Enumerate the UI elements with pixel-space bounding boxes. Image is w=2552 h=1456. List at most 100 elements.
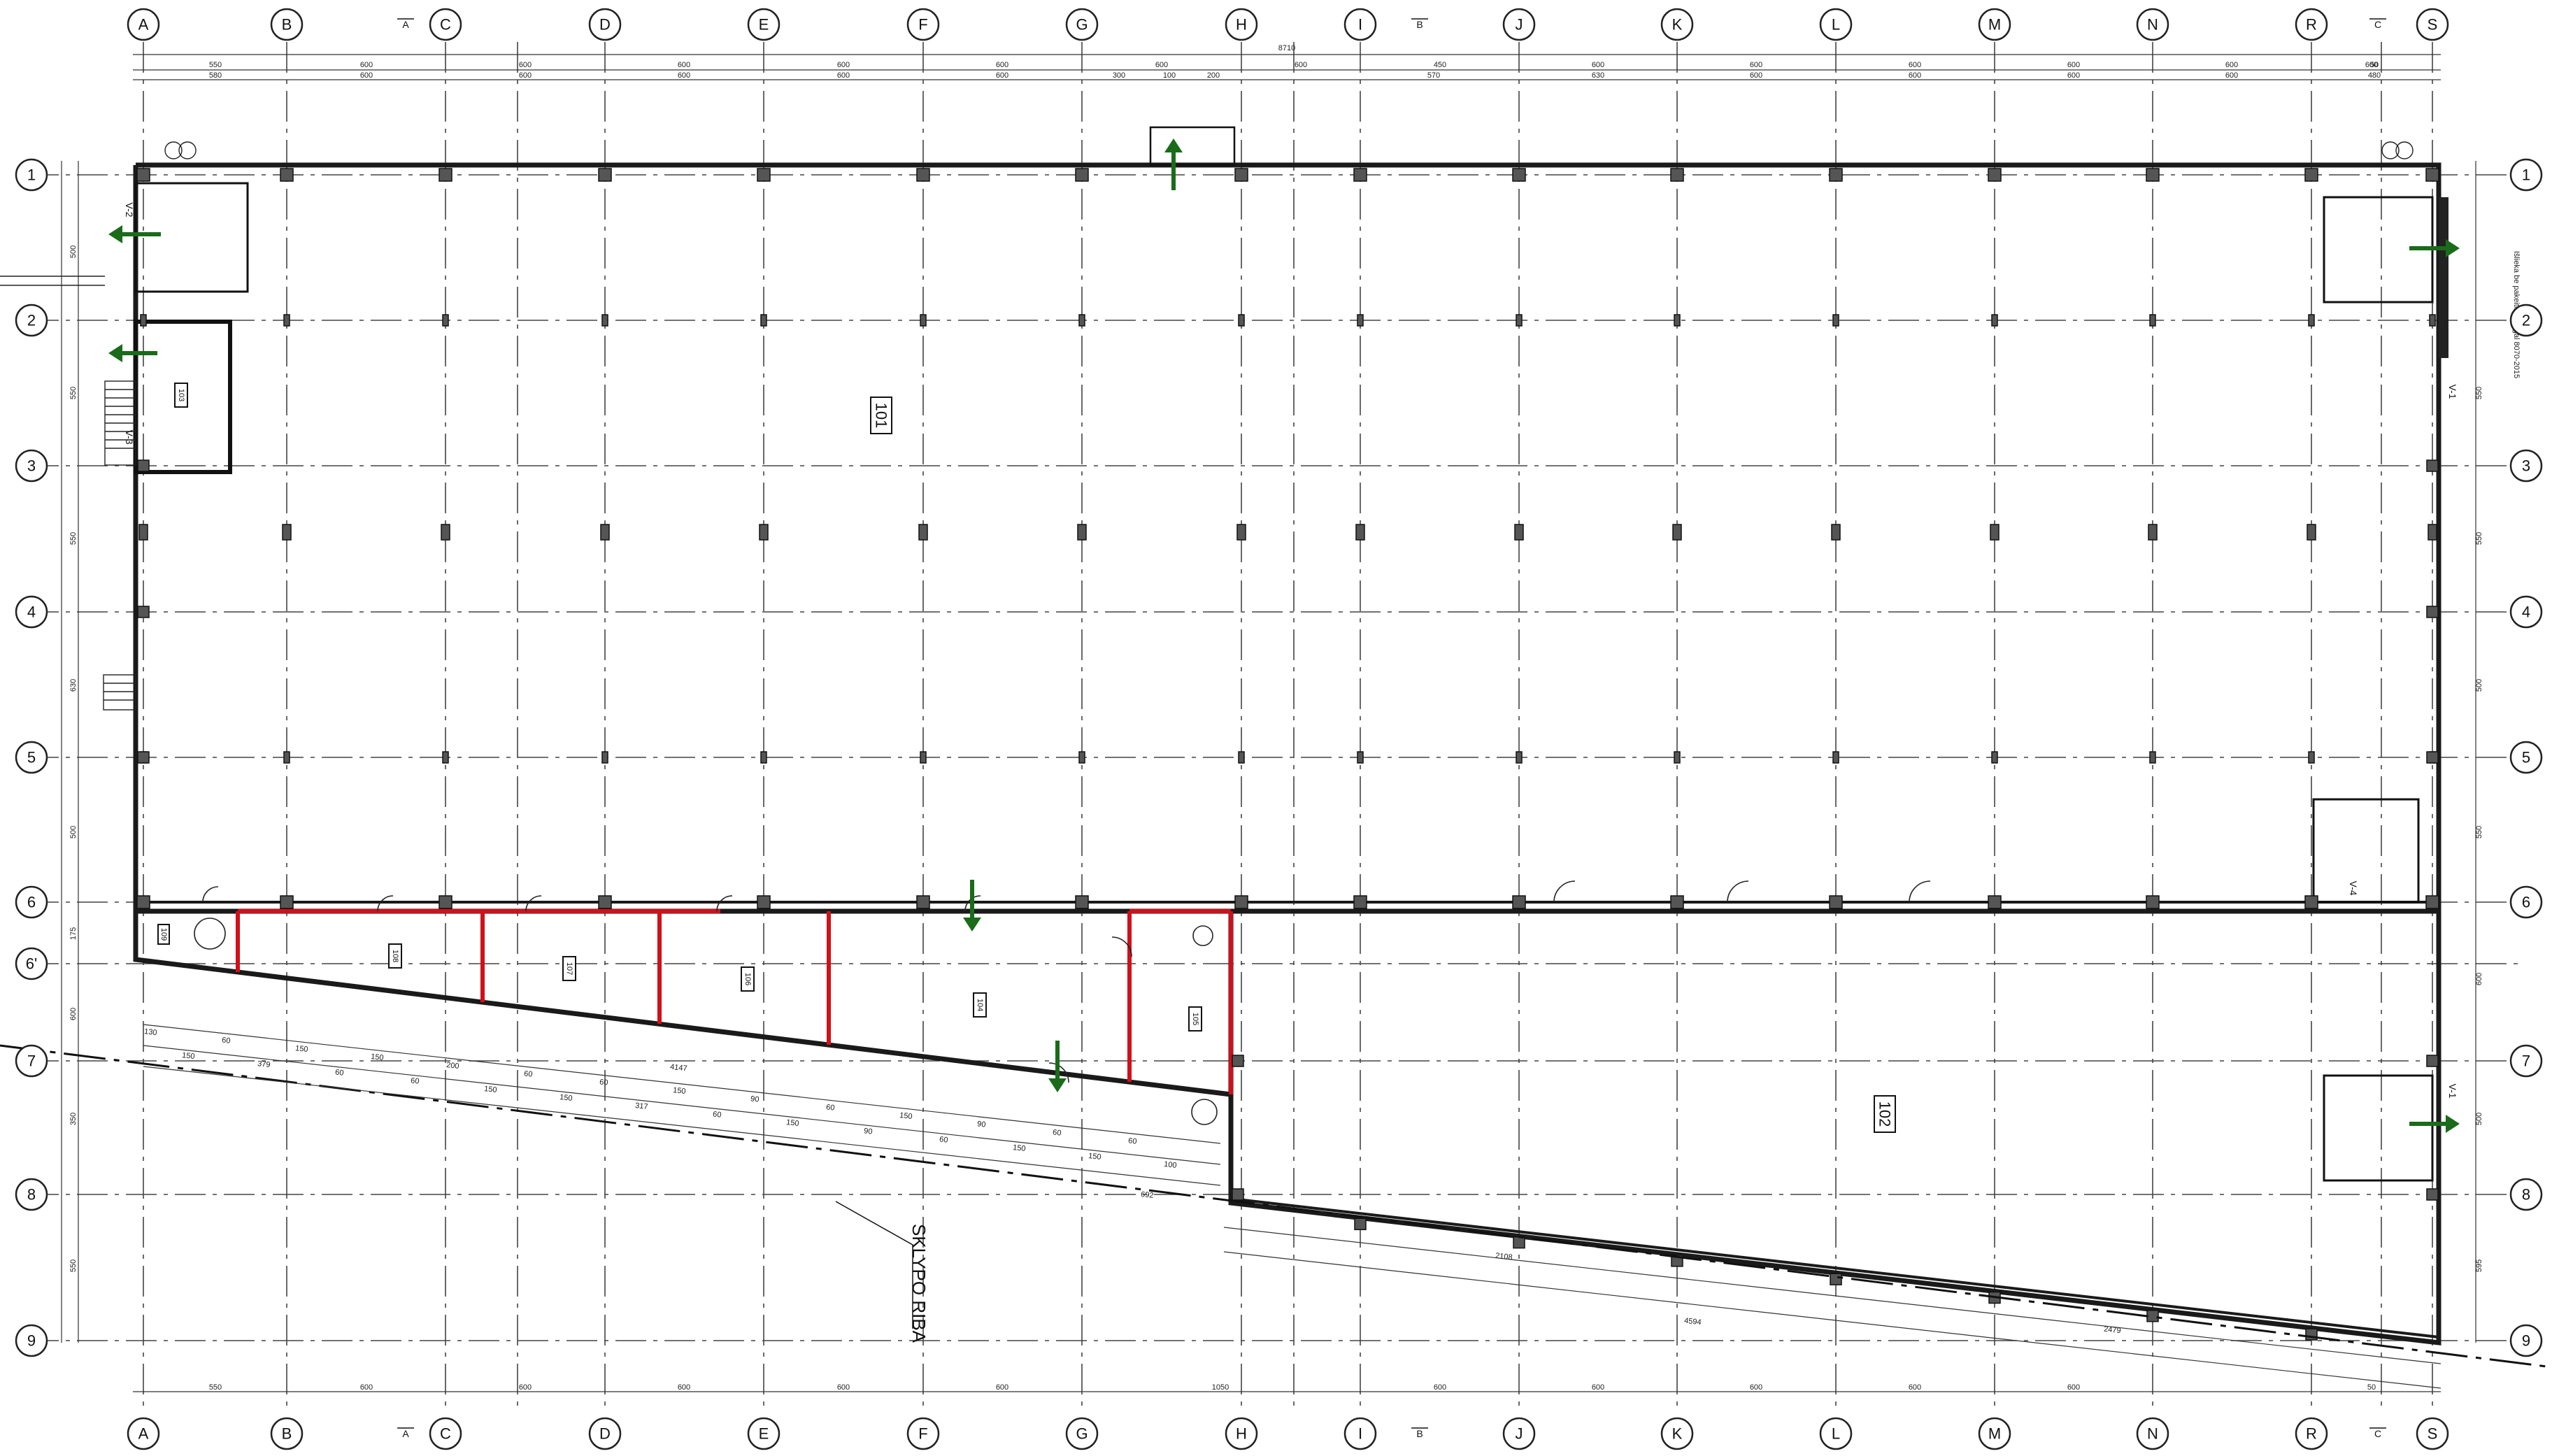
dimension-text: 580 <box>209 71 222 80</box>
grid-bubble-right-8: 8 <box>2509 1178 2543 1211</box>
grid-bubble-right-2-label: 2 <box>2522 312 2530 329</box>
dimension-text: 600 <box>2365 61 2378 69</box>
dimension-text: 500 <box>2475 679 2483 692</box>
intermediate-post <box>442 751 449 764</box>
slope-dimension-text: 60 <box>335 1068 344 1077</box>
grid-bubble-top-K: K <box>1660 8 1694 41</box>
grid-bubble-top-D: D <box>588 8 622 41</box>
dimension-text: 600 <box>1750 71 1762 80</box>
intermediate-post <box>2429 314 2436 327</box>
grid-bubble-top-K-label: K <box>1672 16 1683 34</box>
grid-bubble-right-6: 6 <box>2509 885 2543 919</box>
dimension-text: 600 <box>1434 1383 1446 1392</box>
intermediate-post <box>1674 314 1681 327</box>
grid-bubble-bottom-S-label: S <box>2428 1425 2438 1443</box>
structural-column <box>136 895 150 909</box>
roof-post <box>1514 524 1524 541</box>
grid-bubble-top-B: B <box>270 8 304 41</box>
structural-column <box>2426 459 2439 472</box>
grid-bubble-left-2-label: 2 <box>27 312 36 329</box>
grid-bubble-bottom-M: M <box>1978 1417 2011 1450</box>
intermediate-post <box>1078 314 1085 327</box>
grid-bubble-top-R-label: R <box>2306 16 2317 34</box>
grid-bubble-top-F: F <box>906 8 940 41</box>
grid-bubble-top-H-label: H <box>1236 16 1247 34</box>
grid-bubble-left-1: 1 <box>15 158 48 192</box>
grid-bubble-bottom-H-label: H <box>1236 1425 1247 1443</box>
intermediate-post <box>283 751 290 764</box>
structural-column <box>2425 895 2439 909</box>
intermediate-post <box>2308 751 2315 764</box>
dimension-text: 480 <box>2368 71 2381 80</box>
structural-column <box>439 168 452 182</box>
grid-bubble-bottom-B: B <box>270 1417 304 1450</box>
dimension-text: 450 <box>1434 61 1446 69</box>
dimension-text: 600 <box>2225 71 2238 80</box>
grid-bubble-top-L-label: L <box>1832 16 1840 34</box>
intermediate-post <box>1991 314 1998 327</box>
roof-post <box>600 524 610 541</box>
dimension-text: 630 <box>1592 71 1604 80</box>
roof-post <box>1831 524 1841 541</box>
structural-column <box>1353 895 1367 909</box>
grid-bubble-left-8-label: 8 <box>27 1186 36 1204</box>
dimension-text: 350 <box>69 1113 78 1125</box>
structural-column <box>136 168 150 182</box>
section-mark-A: A <box>402 19 409 30</box>
grid-bubble-bottom-F-label: F <box>918 1425 927 1443</box>
svg-text:109: 109 <box>159 928 168 941</box>
roof-post <box>1672 524 1682 541</box>
slope-dimension-text: 150 <box>182 1051 196 1061</box>
roof-post <box>441 524 450 541</box>
top-overall-dim: 8710 <box>1278 44 1295 52</box>
intermediate-post <box>1357 751 1364 764</box>
grid-bubble-bottom-L: L <box>1819 1417 1853 1450</box>
room-tag-109: 109 <box>157 924 170 945</box>
dimension-text: 550 <box>69 387 78 399</box>
grid-bubble-bottom-I-label: I <box>1358 1425 1362 1443</box>
grid-bubble-left-7-label: 7 <box>27 1052 36 1070</box>
svg-text:101: 101 <box>873 403 890 429</box>
door-tags: V-2 V-3 V-1 V-1 V-4 <box>124 202 2458 1098</box>
grid-bubble-top-I-label: I <box>1358 16 1362 34</box>
intermediate-post <box>1674 751 1681 764</box>
grid-bubble-right-7-label: 7 <box>2522 1052 2530 1070</box>
grid-bubble-right-2: 2 <box>2509 304 2543 337</box>
intermediate-post <box>140 314 147 327</box>
room-tag-101: 101 <box>870 397 892 434</box>
dimension-text: 600 <box>1155 61 1168 69</box>
grid-bubble-left-9-label: 9 <box>27 1332 36 1350</box>
dimension-text: 600 <box>519 71 532 80</box>
dimension-text: 600 <box>1750 61 1762 69</box>
slope-dimension-text: 200 <box>446 1061 460 1071</box>
slope-dimension-text: 150 <box>899 1111 913 1121</box>
grid-bubble-top-I: I <box>1343 8 1377 41</box>
grid-bubble-bottom-R-label: R <box>2306 1425 2317 1443</box>
grid-bubble-right-1: 1 <box>2509 158 2543 192</box>
dimension-text: 600 <box>2067 71 2080 80</box>
dimension-text: 50 <box>2367 1383 2376 1392</box>
grid-bubble-bottom-L-label: L <box>1832 1425 1840 1443</box>
dimension-text: 600 <box>519 1383 532 1392</box>
intermediate-post <box>1516 314 1523 327</box>
dimension-text: 500 <box>2475 1113 2483 1125</box>
fire-partition-walls <box>236 909 1233 1094</box>
section-cut-marks: A B C A B C <box>397 18 2386 1439</box>
structural-column <box>1670 895 1684 909</box>
grid-bubble-top-L: L <box>1819 8 1853 41</box>
grid-bubble-right-6-label: 6 <box>2522 894 2530 911</box>
intermediate-post <box>1238 314 1245 327</box>
intermediate-post <box>601 314 608 327</box>
grid-bubble-left-3: 3 <box>15 449 48 483</box>
grid-bubble-bottom-E-label: E <box>759 1425 769 1443</box>
intermediate-post <box>601 751 608 764</box>
dimension-text: 550 <box>209 61 222 69</box>
room-tag-102: 102 <box>1874 1095 1896 1133</box>
room-tag-106: 106 <box>741 966 755 992</box>
roof-post <box>2428 524 2437 541</box>
dimension-text: 1050 <box>1212 1383 1229 1392</box>
structural-column <box>1234 168 1248 182</box>
structural-column <box>2426 606 2439 618</box>
structural-column <box>598 168 612 182</box>
